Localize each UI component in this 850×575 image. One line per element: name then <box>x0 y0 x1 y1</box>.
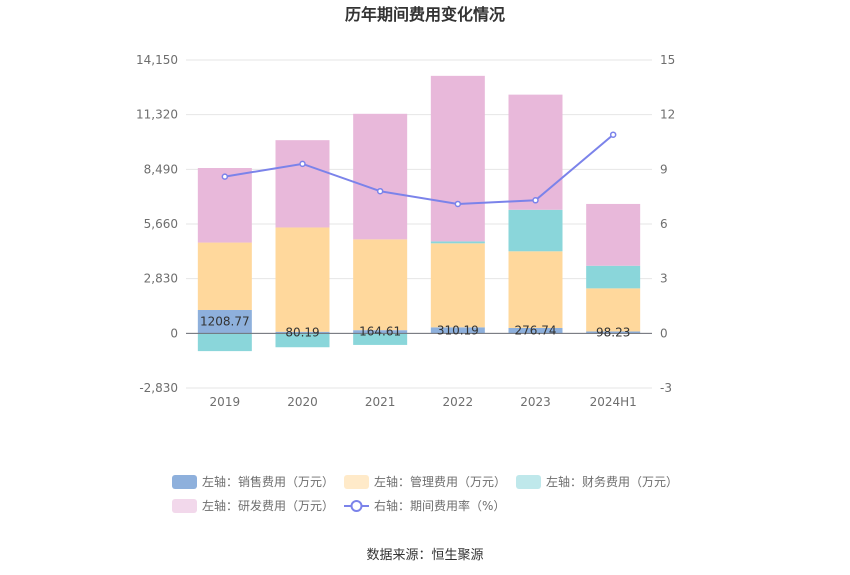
bar-segment <box>508 94 563 210</box>
sales-data-label: 80.19 <box>285 326 319 340</box>
legend-label[interactable]: 左轴：财务费用（万元） <box>546 474 678 489</box>
bar-segment <box>508 327 563 334</box>
legend-label[interactable]: 左轴：研发费用（万元） <box>202 498 334 513</box>
legend-label[interactable]: 左轴：销售费用（万元） <box>202 474 334 489</box>
bar-segment <box>353 330 408 334</box>
y-left-tick-label: 5,660 <box>144 217 178 231</box>
bar-segment <box>275 227 330 332</box>
y-right-tick-label: -3 <box>660 381 672 395</box>
y-left-tick-label: 8,490 <box>144 162 178 176</box>
bar-segment <box>353 239 408 331</box>
sales-data-label: 310.19 <box>437 323 479 337</box>
x-tick-label: 2023 <box>520 395 551 409</box>
bar-segment <box>197 242 252 310</box>
bar-segment <box>430 241 485 244</box>
y-right-tick-label: 6 <box>660 217 668 231</box>
legend-swatch[interactable] <box>172 499 197 513</box>
legend-swatch[interactable] <box>344 475 369 489</box>
bar-segment <box>430 327 485 334</box>
rate-point <box>299 160 306 168</box>
x-tick-label: 2021 <box>365 395 396 409</box>
bar-segment <box>197 333 252 352</box>
legend-swatch[interactable] <box>172 475 197 489</box>
x-tick-label: 2022 <box>443 395 474 409</box>
bar-segment <box>508 251 563 328</box>
bar-segment <box>430 75 485 242</box>
bar-segment <box>197 309 252 334</box>
legend-label[interactable]: 右轴：期间费用率（%） <box>374 498 505 513</box>
y-left-tick-label: 14,150 <box>136 53 178 67</box>
x-tick-label: 2024H1 <box>590 395 637 409</box>
bar-segment <box>508 209 563 252</box>
legend-label[interactable]: 左轴：管理费用（万元） <box>374 474 506 489</box>
rate-point <box>221 173 229 180</box>
sales-data-label: 1208.77 <box>200 315 250 329</box>
chart-title: 历年期间费用变化情况 <box>345 5 505 24</box>
rate-point <box>609 131 617 138</box>
y-right-tick-label: 12 <box>660 108 675 122</box>
y-right-tick-label: 15 <box>660 53 675 67</box>
rate-point <box>454 200 462 208</box>
source-note: 数据来源：恒生聚源 <box>366 548 483 563</box>
rate-line <box>221 131 617 208</box>
rate-point <box>376 187 384 195</box>
sales-data-label: 98.23 <box>596 325 630 339</box>
sales-data-label: 276.74 <box>515 324 557 338</box>
y-left-tick-label: -2,830 <box>139 381 178 395</box>
bar-segment <box>586 203 641 266</box>
bar-segment <box>275 333 330 348</box>
x-tick-label: 2019 <box>210 395 241 409</box>
y-right-tick-label: 9 <box>660 162 668 176</box>
grid <box>186 59 652 389</box>
y-left-tick-label: 11,320 <box>136 108 178 122</box>
legend-swatch[interactable] <box>516 475 541 489</box>
y-left-tick-label: 0 <box>170 326 178 340</box>
y-right-tick-label: 3 <box>660 272 668 286</box>
bars <box>197 75 641 352</box>
y-right-tick-label: 0 <box>660 326 668 340</box>
legend: 左轴：销售费用（万元） 左轴：管理费用（万元） 左轴：财务费用（万元） 左轴：研发费用… <box>172 474 678 513</box>
legend-line-marker <box>350 500 363 512</box>
axes: -2,830 0 2,830 5,660 8,490 11,320 14,150 -3 0 3 6 9… <box>136 53 675 409</box>
bar-segment <box>275 140 330 228</box>
bar-segment <box>586 331 641 334</box>
bar-segment <box>353 333 408 345</box>
bar-segment <box>430 243 485 328</box>
bar-segment <box>586 288 641 332</box>
rate-line-path <box>224 133 614 205</box>
y-left-tick-label: 2,830 <box>144 272 178 286</box>
rate-point <box>532 197 539 204</box>
x-tick-label: 2020 <box>287 395 318 409</box>
bar-segment <box>353 113 408 240</box>
bar-segment <box>586 265 641 289</box>
bar-segment <box>275 331 330 334</box>
sales-data-label: 164.61 <box>359 325 401 339</box>
data-labels: 1208.77 80.19 164.61 310.19 276.74 98.23 <box>200 315 630 340</box>
bar-segment <box>197 168 252 243</box>
